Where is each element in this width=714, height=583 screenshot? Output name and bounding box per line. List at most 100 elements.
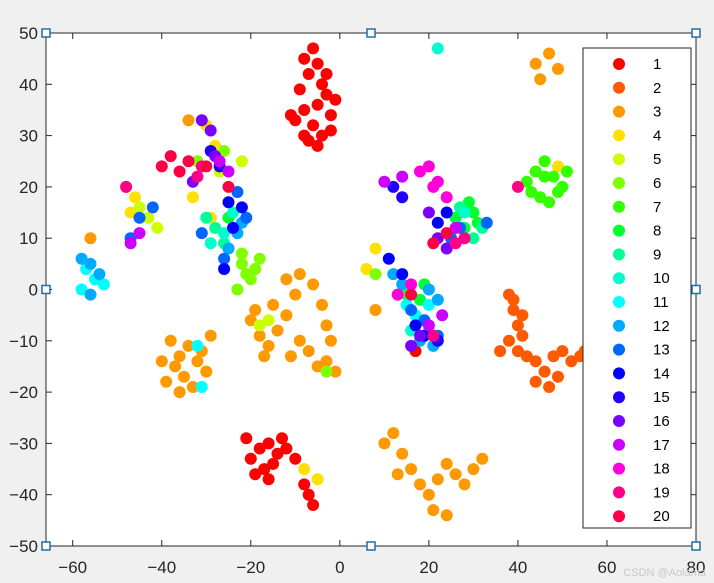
point-s3-51 — [552, 62, 564, 75]
point-s6-8 — [218, 145, 231, 157]
point-s15-3 — [396, 191, 409, 204]
point-s14-6 — [409, 319, 422, 332]
point-s11-6 — [422, 298, 435, 311]
point-s3-23 — [320, 355, 333, 368]
point-s20-8 — [405, 288, 418, 301]
point-s3-14 — [253, 329, 266, 342]
point-s11-2 — [75, 283, 88, 296]
x-tick-label: 60 — [597, 558, 616, 577]
point-s1-16 — [284, 109, 297, 122]
point-s6-6 — [253, 252, 266, 265]
point-s12-2 — [93, 268, 106, 281]
legend-label-19: 19 — [653, 484, 670, 501]
point-s7-3 — [547, 170, 560, 183]
point-s3-32 — [258, 350, 271, 363]
point-s2-6 — [520, 350, 533, 363]
point-s3-0 — [164, 334, 177, 347]
x-tick-label: 40 — [508, 558, 527, 577]
legend-label-7: 7 — [653, 199, 661, 216]
selection-handles[interactable] — [41, 28, 701, 551]
point-s13-9 — [480, 216, 493, 229]
point-s4-9 — [298, 463, 311, 476]
point-s4-10 — [311, 473, 324, 486]
point-s19-0 — [120, 180, 133, 193]
legend-label-9: 9 — [653, 246, 661, 263]
point-s1-31 — [262, 473, 275, 486]
point-s20-7 — [440, 227, 453, 240]
resize-handle[interactable] — [691, 541, 701, 551]
point-s3-21 — [302, 345, 315, 358]
point-s3-41 — [440, 457, 453, 470]
legend-marker-9 — [613, 248, 625, 261]
point-s5-0 — [133, 201, 146, 214]
point-s5-6 — [262, 314, 275, 327]
point-s16-6 — [440, 242, 453, 255]
point-s6-0 — [235, 257, 248, 270]
point-s3-29 — [320, 319, 333, 332]
resize-handle[interactable] — [41, 284, 51, 295]
legend-marker-7 — [613, 200, 625, 213]
point-s13-4 — [240, 211, 253, 224]
point-s15-2 — [387, 180, 400, 193]
point-s12-10 — [396, 278, 409, 291]
point-s5-1 — [142, 211, 155, 224]
point-s1-13 — [320, 68, 333, 80]
point-s3-34 — [378, 437, 391, 450]
point-s3-38 — [414, 478, 426, 491]
point-s1-26 — [267, 457, 280, 470]
point-s14-9 — [382, 252, 395, 265]
point-s2-8 — [538, 365, 551, 378]
point-s5-5 — [253, 319, 266, 332]
legend-label-10: 10 — [653, 270, 670, 287]
legend-label-13: 13 — [653, 342, 670, 359]
point-s3-6 — [160, 375, 173, 388]
point-s1-20 — [244, 452, 257, 465]
y-tick-label: 20 — [19, 178, 38, 197]
resize-handle[interactable] — [41, 541, 51, 551]
point-s12-9 — [387, 268, 400, 281]
resize-handle[interactable] — [691, 284, 701, 295]
point-s3-37 — [405, 463, 418, 476]
point-s17-0 — [124, 237, 137, 250]
x-tick-label: −20 — [236, 558, 265, 577]
point-s17-7 — [436, 309, 449, 322]
point-s1-34 — [298, 478, 311, 491]
point-s19-5 — [427, 329, 440, 342]
point-s17-2 — [213, 155, 226, 168]
point-s1-21 — [253, 442, 266, 455]
legend-label-5: 5 — [653, 151, 661, 168]
legend-label-18: 18 — [653, 461, 670, 478]
point-s3-30 — [324, 334, 337, 347]
point-s1-29 — [240, 432, 253, 445]
resize-handle[interactable] — [691, 28, 701, 38]
resize-handle[interactable] — [366, 28, 376, 38]
legend-marker-17 — [613, 438, 625, 451]
point-s18-3 — [440, 191, 453, 204]
point-s8-6 — [414, 293, 426, 306]
point-s2-10 — [556, 345, 569, 358]
legend-label-2: 2 — [653, 80, 661, 97]
point-s10-6 — [458, 206, 471, 219]
point-s2-11 — [565, 355, 578, 368]
point-s16-0 — [195, 114, 208, 127]
point-s2-1 — [507, 304, 520, 316]
point-s1-8 — [307, 119, 320, 132]
point-s1-23 — [271, 447, 284, 460]
point-s3-44 — [467, 463, 480, 476]
legend-marker-11 — [613, 296, 625, 308]
point-s6-2 — [244, 273, 257, 286]
point-s3-45 — [476, 452, 489, 465]
point-s2-14 — [543, 381, 556, 393]
point-s3-50 — [543, 47, 556, 60]
x-tick-label: 0 — [335, 558, 344, 577]
x-tick-label: −40 — [147, 558, 176, 577]
point-s3-10 — [155, 355, 168, 368]
point-s11-7 — [191, 339, 204, 352]
resize-handle[interactable] — [366, 541, 376, 551]
y-tick-label: −20 — [9, 383, 38, 402]
point-s4-11 — [552, 160, 564, 173]
y-tick-label: −10 — [9, 332, 38, 351]
resize-handle[interactable] — [41, 28, 51, 38]
legend-marker-3 — [613, 105, 625, 118]
